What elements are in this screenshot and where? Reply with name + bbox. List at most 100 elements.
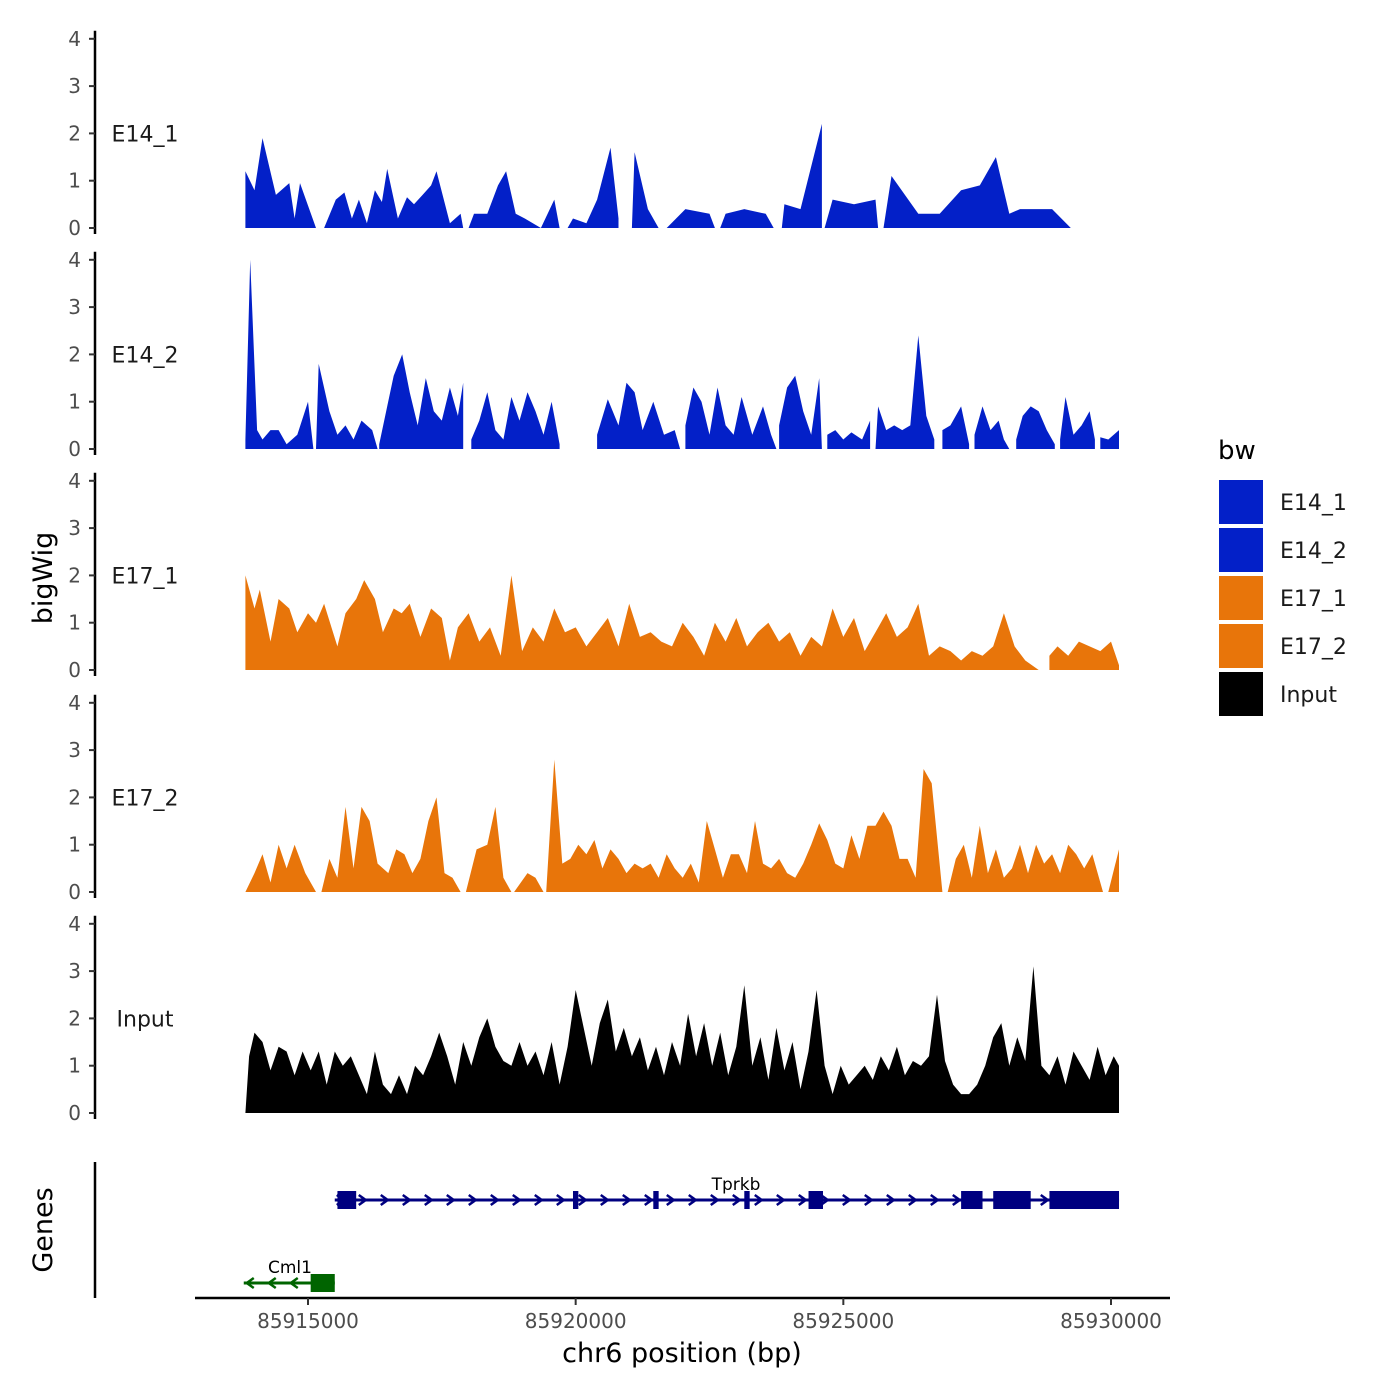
y-tick-label: 2 [68, 121, 81, 145]
strand-chevron [622, 1193, 632, 1207]
gene-exon [993, 1191, 1031, 1209]
x-axis: 85915000 85920000 85925000 85930000 [195, 1296, 1170, 1333]
coverage-area [468, 171, 560, 228]
y-tick-label: 2 [68, 563, 81, 587]
y-tick-label: 0 [68, 658, 81, 682]
strand-chevron [578, 1193, 588, 1207]
y-tick-label: 3 [68, 74, 81, 98]
track-input: 0 1 2 3 4 Input [68, 912, 1119, 1125]
track-e17-2: 0 1 2 3 4 E17_2 [68, 691, 1119, 904]
gene-exon [961, 1191, 983, 1209]
coverage-area [1060, 397, 1095, 449]
legend-swatch [1219, 480, 1263, 524]
coverage-area [245, 138, 316, 228]
y-tick-label: 3 [68, 738, 81, 762]
coverage-area [781, 123, 822, 228]
y-tick-label: 4 [68, 27, 81, 51]
x-tick-label: 85925000 [792, 1309, 894, 1333]
coverage-area [316, 363, 378, 449]
strand-chevron [380, 1193, 390, 1207]
coverage-area [827, 420, 871, 449]
gene-exon [808, 1191, 823, 1209]
legend-label: E14_2 [1280, 539, 1347, 564]
strand-chevron [556, 1193, 566, 1207]
y-tick-label: 0 [68, 1101, 81, 1125]
y-tick-label: 0 [68, 437, 81, 461]
y-tick-label: 4 [68, 469, 81, 493]
strand-chevron [402, 1193, 412, 1207]
x-tick-label: 85915000 [257, 1309, 359, 1333]
gene-exon [310, 1274, 335, 1292]
y-tick-label: 0 [68, 216, 81, 240]
track-e17-1: 0 1 2 3 4 E17_1 [68, 469, 1119, 682]
strand-chevron [732, 1193, 742, 1207]
y-tick-label: 2 [68, 342, 81, 366]
coverage-area [245, 259, 314, 449]
coverage-area [824, 199, 879, 228]
coverage-area [465, 806, 512, 892]
strand-chevron [666, 1193, 676, 1207]
strand-chevron [842, 1193, 852, 1207]
coverage-area [379, 354, 464, 449]
genes-axis-title: Genes [28, 1187, 59, 1272]
legend-entry-e14-2: E14_2 [1219, 528, 1347, 572]
coverage-area [947, 825, 1103, 892]
x-axis-title: chr6 position (bp) [562, 1338, 802, 1369]
legend: bw E14_1 E14_2 E17_1 E17_2 Input [1218, 436, 1347, 716]
coverage-area [875, 335, 935, 449]
strand-chevron [244, 1276, 255, 1290]
track-label: E17_2 [112, 786, 179, 811]
y-axis-title: bigWig [28, 532, 59, 625]
legend-label: E14_1 [1280, 491, 1347, 516]
strand-chevron [358, 1193, 368, 1207]
gene-exon [653, 1191, 659, 1209]
strand-chevron [930, 1193, 940, 1207]
coverage-area [245, 575, 1039, 670]
y-tick-label: 4 [68, 912, 81, 936]
strand-chevron [754, 1193, 764, 1207]
track-label: E14_1 [112, 122, 179, 147]
y-tick-label: 3 [68, 295, 81, 319]
coverage-area [1100, 430, 1119, 449]
strand-chevron [446, 1193, 456, 1207]
gene-exon [572, 1191, 579, 1209]
coverage-area [245, 844, 316, 892]
strand-chevron [776, 1193, 786, 1207]
legend-entry-input: Input [1219, 672, 1337, 716]
coverage-area [1049, 641, 1119, 670]
strand-chevron [952, 1193, 962, 1207]
legend-label: Input [1280, 683, 1337, 708]
strand-chevron [820, 1193, 830, 1207]
strand-chevron [886, 1193, 896, 1207]
strand-chevron [600, 1193, 610, 1207]
y-tick-label: 1 [68, 169, 81, 193]
y-tick-label: 4 [68, 691, 81, 715]
gene-exon [744, 1191, 750, 1209]
strand-chevron [424, 1193, 434, 1207]
coverage-area [514, 873, 544, 892]
strand-chevron [688, 1193, 698, 1207]
strand-chevron [288, 1276, 299, 1290]
coverage-area [942, 406, 970, 449]
legend-label: E17_2 [1280, 635, 1347, 660]
coverage-area [567, 147, 619, 228]
legend-label: E17_1 [1280, 587, 1347, 612]
tracks-layer: 0 1 2 3 4 E14_1 0 1 2 3 4 E14_2 0 1 2 3 4 E17_1 0 1 2 3 4 E17_2… [68, 27, 1119, 1125]
coverage-area [974, 406, 1010, 449]
strand-chevron [512, 1193, 522, 1207]
strand-chevron [644, 1193, 654, 1207]
track-e14-1: 0 1 2 3 4 E14_1 [68, 27, 1071, 240]
genes-layer: Tprkb Cml1 [93, 1162, 1120, 1298]
coverage-area [685, 387, 777, 449]
y-tick-label: 1 [68, 1054, 81, 1078]
y-tick-label: 3 [68, 516, 81, 540]
legend-entry-e17-1: E17_1 [1219, 576, 1347, 620]
strand-chevron [534, 1193, 544, 1207]
strand-chevron [1040, 1193, 1050, 1207]
legend-swatch [1219, 624, 1263, 668]
x-tick-label: 85930000 [1060, 1309, 1162, 1333]
y-tick-label: 3 [68, 959, 81, 983]
gene-exon [337, 1191, 357, 1209]
track-label: E17_1 [112, 564, 179, 589]
